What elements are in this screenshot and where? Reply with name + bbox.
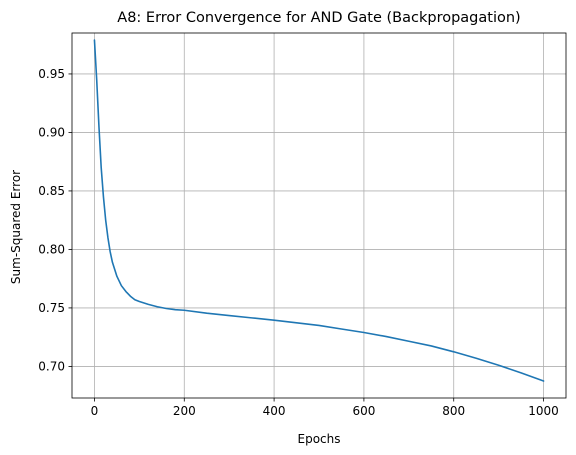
chart-title: A8: Error Convergence for AND Gate (Back… [117,10,520,26]
y-axis: 0.70 0.75 0.80 0.85 0.90 0.95 [38,67,72,374]
y-tick-label: 0.95 [38,67,65,81]
y-tick-label: 0.90 [38,126,65,140]
series-layer [93,39,545,382]
y-tick-label: 0.80 [38,243,65,257]
x-tick-label: 200 [173,404,196,418]
y-tick-label: 0.75 [38,301,65,315]
x-axis-label: Epochs [298,432,341,446]
x-tick-label: 800 [442,404,465,418]
error-series-line [93,39,545,382]
x-tick-label: 400 [263,404,286,418]
y-tick-label: 0.85 [38,184,65,198]
y-axis-label: Sum-Squared Error [9,170,23,284]
x-axis: 0 200 400 600 800 1000 [91,398,559,418]
x-tick-label: 1000 [528,404,559,418]
grid [72,33,566,398]
y-tick-label: 0.70 [38,360,65,374]
x-tick-label: 600 [352,404,375,418]
plot-frame [71,32,567,399]
x-tick-label: 0 [91,404,99,418]
